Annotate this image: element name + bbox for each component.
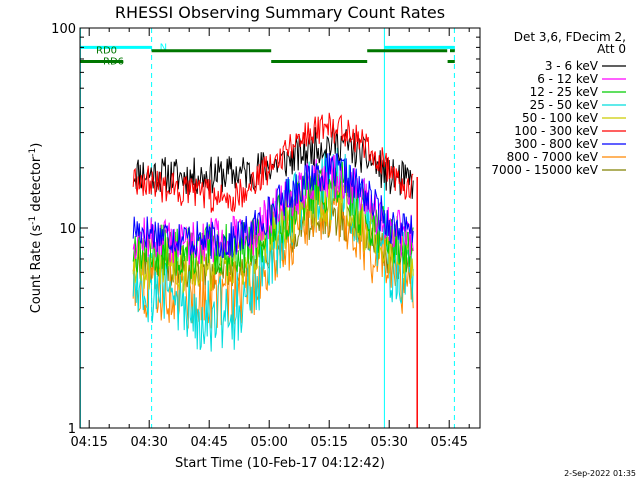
night-bar-label: N	[160, 42, 167, 53]
y-tick-label: 100	[51, 22, 76, 37]
series-line-2	[132, 161, 414, 279]
legend-header-line1: Det 3,6, FDecim 2,	[514, 30, 626, 44]
x-tick-label: 05:00	[250, 435, 287, 450]
legend-label: 50 - 100 keV	[522, 111, 599, 125]
rd-bar-label: RD6	[103, 56, 124, 67]
series-line-5	[132, 112, 414, 213]
x-axis-label: Start Time (10-Feb-17 04:12:42)	[175, 456, 385, 471]
x-axis-ticks: 04:15 04:30 04:45 05:00 05:15 05:30 05:45	[70, 28, 470, 450]
x-tick-label: 05:45	[430, 435, 467, 450]
series-lines	[132, 112, 418, 428]
x-tick-label: 05:30	[370, 435, 407, 450]
series-line-6	[132, 152, 414, 259]
timestamp: 2-Sep-2022 01:35	[564, 469, 636, 478]
x-tick-label: 05:15	[310, 435, 347, 450]
legend-label: 300 - 800 keV	[514, 137, 598, 151]
x-tick-label: 04:15	[70, 435, 107, 450]
legend-label: 7000 - 15000 keV	[491, 163, 598, 177]
legend-label: 25 - 50 keV	[530, 98, 599, 112]
legend-header-line2: Att 0	[597, 42, 626, 56]
series-line-0	[132, 124, 414, 199]
legend-label: 800 - 7000 keV	[507, 150, 599, 164]
y-tick-label: 1	[68, 422, 76, 437]
legend-label: 100 - 300 keV	[514, 124, 598, 138]
x-tick-label: 04:45	[190, 435, 227, 450]
legend-label: 3 - 6 keV	[545, 59, 599, 73]
y-axis-label: Count Rate (s-1 detector-1)	[28, 143, 44, 314]
y-tick-label: 10	[59, 222, 76, 237]
legend-label: 12 - 25 keV	[530, 85, 599, 99]
rd-bar-label: RD0	[96, 46, 117, 57]
chart-title: RHESSI Observing Summary Count Rates	[115, 3, 445, 22]
y-axis-ticks: 100 10 1	[51, 22, 480, 437]
x-tick-label: 04:30	[130, 435, 167, 450]
legend-label: 6 - 12 keV	[537, 72, 599, 86]
